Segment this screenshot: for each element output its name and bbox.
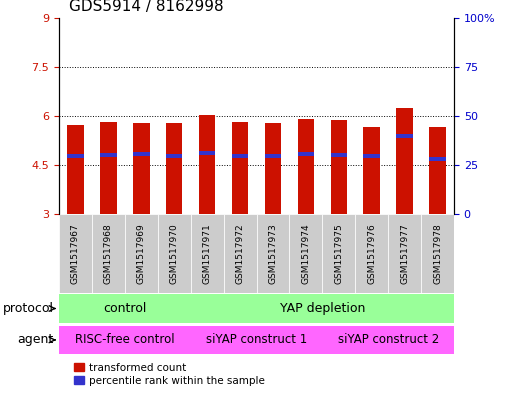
Text: GSM1517976: GSM1517976 bbox=[367, 223, 376, 284]
Bar bbox=[265, 154, 281, 158]
Bar bbox=[232, 154, 248, 158]
Bar bbox=[397, 108, 413, 214]
Bar bbox=[191, 326, 322, 354]
Text: GDS5914 / 8162998: GDS5914 / 8162998 bbox=[69, 0, 224, 14]
Text: RISC-free control: RISC-free control bbox=[75, 333, 174, 347]
Bar bbox=[322, 326, 454, 354]
Bar bbox=[125, 214, 158, 293]
Bar bbox=[256, 214, 289, 293]
Bar bbox=[67, 125, 84, 214]
Bar bbox=[421, 214, 454, 293]
Text: siYAP construct 1: siYAP construct 1 bbox=[206, 333, 307, 347]
Bar bbox=[199, 115, 215, 214]
Bar bbox=[364, 154, 380, 158]
Text: GSM1517978: GSM1517978 bbox=[433, 223, 442, 284]
Bar bbox=[100, 153, 116, 157]
Bar bbox=[232, 122, 248, 214]
Text: GSM1517967: GSM1517967 bbox=[71, 223, 80, 284]
Bar bbox=[92, 214, 125, 293]
Bar bbox=[59, 294, 191, 323]
Legend: transformed count, percentile rank within the sample: transformed count, percentile rank withi… bbox=[74, 363, 265, 386]
Bar bbox=[298, 119, 314, 214]
Bar bbox=[133, 152, 149, 156]
Text: agent: agent bbox=[17, 333, 54, 347]
Text: GSM1517971: GSM1517971 bbox=[203, 223, 212, 284]
Bar bbox=[364, 127, 380, 214]
Bar bbox=[133, 123, 149, 214]
Bar bbox=[100, 122, 116, 214]
Bar bbox=[158, 214, 191, 293]
Bar bbox=[429, 127, 446, 214]
Bar bbox=[191, 214, 224, 293]
Text: GSM1517973: GSM1517973 bbox=[268, 223, 278, 284]
Text: siYAP construct 2: siYAP construct 2 bbox=[338, 333, 439, 347]
Text: GSM1517974: GSM1517974 bbox=[301, 223, 310, 284]
Bar bbox=[166, 123, 183, 214]
Text: GSM1517972: GSM1517972 bbox=[235, 223, 245, 284]
Bar bbox=[355, 214, 388, 293]
Bar bbox=[166, 154, 183, 158]
Bar bbox=[191, 294, 454, 323]
Text: GSM1517970: GSM1517970 bbox=[170, 223, 179, 284]
Bar bbox=[429, 157, 446, 161]
Bar bbox=[330, 120, 347, 214]
Bar bbox=[322, 214, 355, 293]
Text: GSM1517977: GSM1517977 bbox=[400, 223, 409, 284]
Bar bbox=[388, 214, 421, 293]
Bar bbox=[289, 214, 322, 293]
Bar bbox=[59, 214, 92, 293]
Bar bbox=[224, 214, 256, 293]
Text: GSM1517969: GSM1517969 bbox=[137, 223, 146, 284]
Bar bbox=[298, 152, 314, 156]
Text: GSM1517975: GSM1517975 bbox=[334, 223, 343, 284]
Text: GSM1517968: GSM1517968 bbox=[104, 223, 113, 284]
Bar bbox=[67, 154, 84, 158]
Bar bbox=[59, 326, 191, 354]
Text: protocol: protocol bbox=[3, 302, 54, 315]
Bar bbox=[397, 134, 413, 138]
Bar bbox=[199, 151, 215, 154]
Bar bbox=[330, 153, 347, 157]
Bar bbox=[265, 123, 281, 214]
Text: YAP depletion: YAP depletion bbox=[280, 302, 365, 315]
Text: control: control bbox=[103, 302, 147, 315]
